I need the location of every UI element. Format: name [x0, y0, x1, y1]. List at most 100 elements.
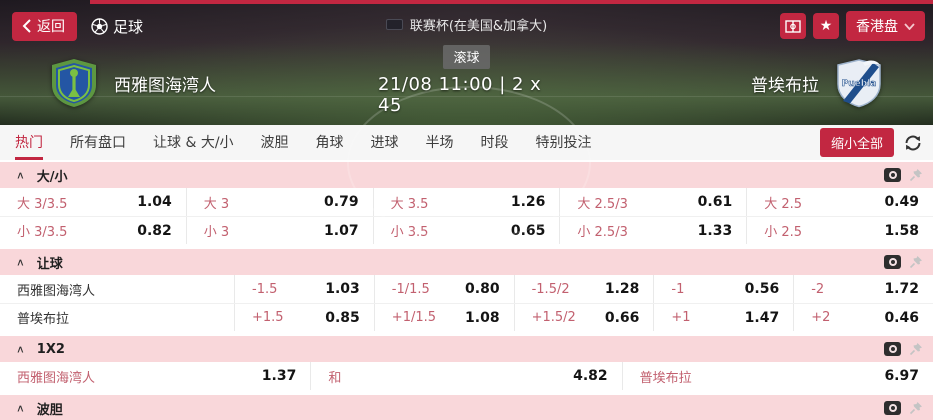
top-accent-strip	[90, 0, 933, 4]
selection-label: 小 3	[203, 225, 230, 240]
selection-odds: 1.28	[604, 281, 640, 297]
selection-odds: 1.47	[744, 309, 780, 326]
away-team-name: 普埃布拉	[751, 75, 819, 96]
odds-cell[interactable]: +1.5/2 0.66	[513, 304, 654, 331]
selection-odds: 0.80	[465, 281, 500, 297]
selection-odds: 0.46	[884, 309, 919, 326]
section-title: 让球	[36, 256, 63, 272]
odds-row: 普埃布拉 +1.5 0.85 +1/1.5 1.08 +1.5/2 0.66 +…	[0, 303, 933, 331]
odds-cell[interactable]: -1.5/2 1.28	[513, 275, 654, 303]
league-name: 联赛杯(在美国&加拿大)	[409, 19, 548, 34]
match-status: 滚球 21/08 11:00 | 2 x 45	[378, 44, 555, 116]
odds-cell[interactable]: 小 2.5 1.58	[746, 217, 933, 244]
sport-selector[interactable]: 足球	[91, 16, 143, 37]
collapse-all-button[interactable]: 缩小全部	[819, 128, 894, 157]
selection-odds: 0.79	[324, 194, 359, 210]
selection-odds: 1.37	[261, 368, 297, 384]
collapse-icon[interactable]: ∧	[16, 402, 25, 414]
odds-cell[interactable]: 大 3 0.79	[185, 188, 373, 216]
odds-cell[interactable]: -1/1.5 0.80	[373, 275, 514, 303]
cashout-icon[interactable]	[884, 168, 901, 182]
tab-corners[interactable]: 角球	[315, 135, 344, 151]
section-handicap-header[interactable]: ∧ 让球	[0, 249, 933, 275]
odds-cell[interactable]: 小 3 1.07	[185, 217, 373, 244]
topbar-actions: ★ 香港盘	[780, 11, 925, 41]
selection-label: +1	[671, 310, 691, 325]
away-team-logo: Puebla	[837, 59, 881, 108]
odds-cell[interactable]: 小 3/3.5 0.82	[0, 217, 186, 244]
odds-format-dropdown[interactable]: 香港盘	[846, 11, 925, 41]
pin-icon[interactable]	[909, 168, 923, 182]
section-correct-score-header[interactable]: ∧ 波胆	[0, 395, 933, 420]
top-bar: 返回 足球 联赛杯(在美国&加拿大) ★	[0, 0, 933, 48]
odds-cell[interactable]: +1.5 0.85	[234, 304, 374, 331]
cashout-icon[interactable]	[884, 401, 901, 415]
section-title: 大/小	[36, 169, 68, 185]
away-team: 普埃布拉 Puebla	[555, 57, 885, 109]
collapse-icon[interactable]: ∧	[16, 343, 25, 355]
row-team-name: 西雅图海湾人	[17, 283, 96, 299]
odds-row: 西雅图海湾人 1.37 和 4.82 普埃布拉 6.97	[0, 362, 933, 390]
home-team-logo	[52, 59, 96, 107]
odds-cell[interactable]: -1 0.56	[653, 275, 793, 303]
odds-cell[interactable]: 西雅图海湾人 1.37	[0, 362, 310, 390]
tab-handicap-ou[interactable]: 让球 & 大/小	[153, 135, 234, 151]
selection-label: 西雅图海湾人	[17, 370, 96, 386]
section-icons	[884, 401, 923, 415]
odds-cell[interactable]: 大 2.5 0.49	[746, 188, 933, 216]
pin-icon[interactable]	[909, 342, 923, 356]
selection-label: +1.5/2	[531, 310, 576, 325]
odds-cell[interactable]: -2 1.72	[793, 275, 933, 303]
selection-label: 小 2.5	[764, 225, 802, 240]
selection-label: -2	[811, 281, 825, 297]
odds-cell[interactable]: -1.5 1.03	[234, 275, 374, 303]
tab-tools: 缩小全部	[819, 125, 933, 160]
selection-label: 小 2.5/3	[577, 225, 628, 240]
pin-icon[interactable]	[909, 255, 923, 269]
back-label: 返回	[37, 17, 65, 34]
chevron-down-icon	[904, 22, 915, 30]
section-1x2-header[interactable]: ∧ 1X2	[0, 336, 933, 362]
odds-cell[interactable]: +2 0.46	[793, 304, 933, 331]
refresh-button[interactable]	[903, 132, 925, 154]
selection-label: -1.5/2	[531, 281, 570, 297]
selection-label: -1	[671, 281, 685, 297]
selection-odds: 1.58	[884, 222, 919, 239]
odds-cell[interactable]: +1/1.5 1.08	[373, 304, 514, 331]
tab-hot[interactable]: 热门	[15, 125, 43, 160]
odds-cell[interactable]: 大 2.5/3 0.61	[559, 188, 746, 216]
league-logo	[385, 19, 403, 30]
tab-all-markets[interactable]: 所有盘口	[70, 135, 126, 151]
section-1x2: ∧ 1X2 西雅图海湾人 1.37 和 4.82 普埃布拉 6.97	[0, 336, 933, 390]
svg-text:Puebla: Puebla	[842, 79, 877, 89]
odds-cell[interactable]: 大 3/3.5 1.04	[0, 188, 186, 216]
selection-label: 大 3	[203, 196, 230, 212]
cashout-icon[interactable]	[884, 255, 901, 269]
home-team-name: 西雅图海湾人	[114, 75, 216, 96]
section-correct-score: ∧ 波胆	[0, 395, 933, 420]
selection-odds: 1.08	[465, 309, 500, 326]
selection-label: +1.5	[252, 310, 284, 325]
selection-odds: 1.07	[324, 222, 359, 239]
live-badge: 滚球	[443, 44, 490, 69]
odds-cell[interactable]: 小 2.5/3 1.33	[559, 217, 746, 244]
section-icons	[884, 342, 923, 356]
selection-label: 大 2.5/3	[577, 196, 628, 212]
pitch-view-button[interactable]	[780, 13, 806, 39]
back-button[interactable]: 返回	[12, 11, 77, 41]
odds-cell[interactable]: +1 1.47	[653, 304, 793, 331]
collapse-icon[interactable]: ∧	[16, 169, 25, 181]
selection-odds: 1.72	[884, 281, 919, 297]
collapse-icon[interactable]: ∧	[16, 256, 25, 268]
cashout-icon[interactable]	[884, 342, 901, 356]
selection-odds: 0.82	[137, 222, 172, 239]
tab-correct-score[interactable]: 波胆	[260, 135, 289, 151]
odds-row: 西雅图海湾人 -1.5 1.03 -1/1.5 0.80 -1.5/2 1.28…	[0, 275, 933, 303]
favorite-button[interactable]: ★	[813, 13, 839, 39]
odds-cell[interactable]: 普埃布拉 6.97	[621, 362, 933, 390]
selection-odds: 1.33	[697, 222, 733, 239]
selection-odds: 0.66	[604, 309, 640, 326]
pin-icon[interactable]	[909, 401, 923, 415]
section-title: 1X2	[36, 341, 65, 357]
odds-cell[interactable]: 和 4.82	[310, 362, 621, 390]
